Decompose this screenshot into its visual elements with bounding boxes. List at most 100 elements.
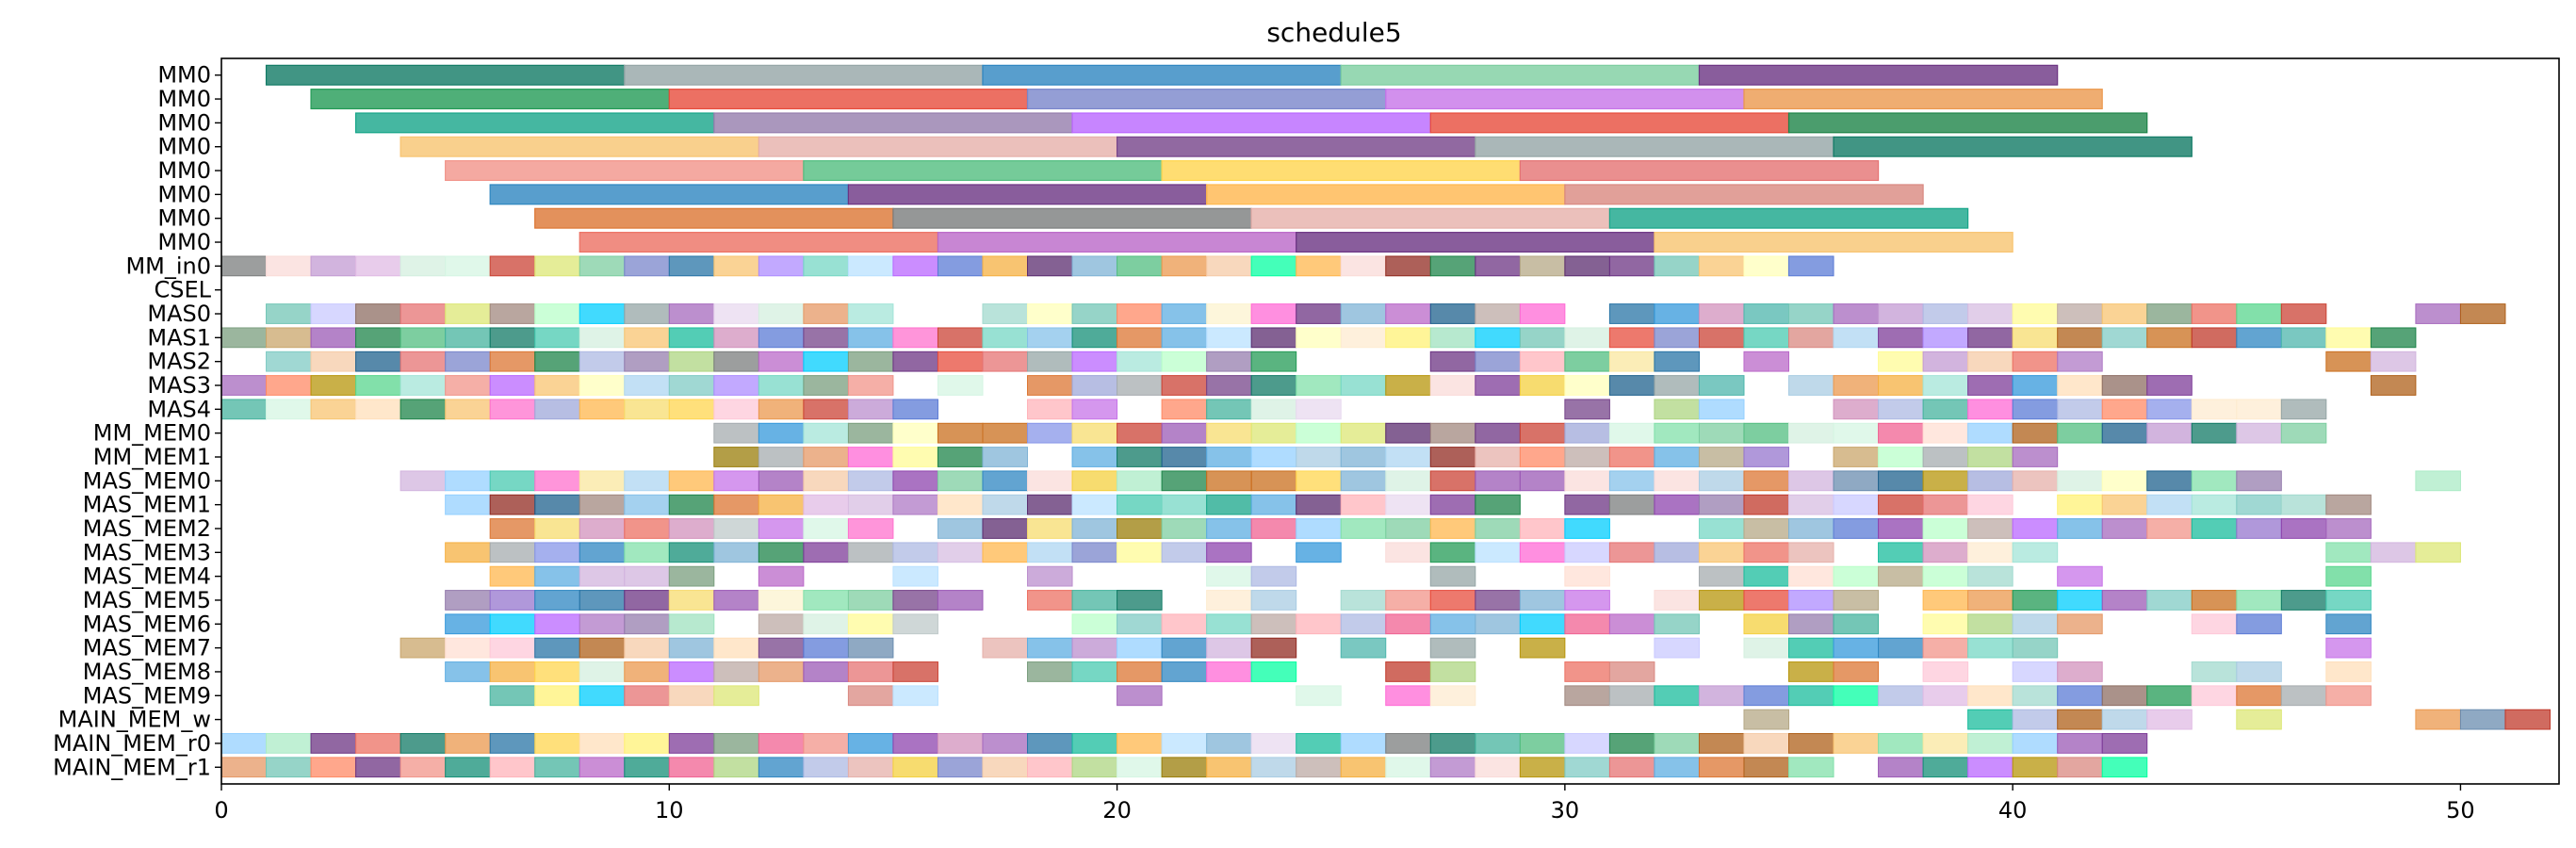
task-bar [713, 422, 759, 444]
task-bar [445, 542, 491, 563]
task-bar [1788, 327, 1834, 349]
task-bar [2101, 494, 2148, 515]
task-bar [1743, 422, 1790, 444]
task-bar [1608, 327, 1655, 349]
task-bar [1250, 565, 1297, 587]
task-bar [1340, 447, 1387, 467]
task-bar [1698, 303, 1745, 324]
task-bar [2325, 518, 2372, 539]
task-bar [489, 637, 536, 659]
task-bar [758, 447, 805, 467]
task-bar [534, 303, 580, 324]
task-bar [1788, 685, 1834, 707]
task-bar [937, 375, 984, 396]
task-bar [1608, 733, 1655, 754]
task-bar [2012, 399, 2059, 420]
task-bar [847, 184, 1208, 205]
task-bar [624, 685, 670, 707]
task-bar [1385, 590, 1431, 611]
task-bar [892, 494, 938, 515]
task-bar [1967, 542, 2014, 563]
task-bar [1340, 255, 1387, 277]
task-bar [534, 494, 580, 515]
task-bar [489, 733, 536, 754]
task-bar [982, 637, 1029, 659]
task-bar [1519, 637, 1566, 659]
task-bar [2146, 518, 2193, 539]
task-bar [803, 613, 849, 635]
task-bar [2325, 327, 2372, 349]
task-bar [937, 255, 984, 277]
task-bar [1027, 399, 1073, 420]
task-bar [668, 733, 715, 754]
task-bar [1743, 565, 1790, 587]
task-bar [892, 613, 938, 635]
task-bar [2325, 494, 2372, 515]
task-bar [2236, 613, 2282, 635]
task-bar [579, 590, 626, 611]
task-bar [1475, 542, 1521, 563]
task-bar [2191, 494, 2238, 515]
task-bar [1967, 590, 2014, 611]
task-bar [982, 255, 1029, 277]
task-bar [1027, 542, 1073, 563]
task-bar [803, 494, 849, 515]
y-tick-label: MM0 [157, 205, 211, 232]
task-bar [1922, 685, 1969, 707]
task-bar [534, 661, 580, 682]
task-bar [1564, 327, 1610, 349]
task-bar [2012, 518, 2059, 539]
task-bar [1475, 518, 1521, 539]
task-bar [2101, 590, 2148, 611]
task-bar [1878, 422, 1924, 444]
task-bar [624, 303, 670, 324]
task-bar [1027, 327, 1073, 349]
task-bar [1206, 447, 1252, 467]
task-bar [1833, 590, 1880, 611]
task-bar [2459, 709, 2506, 730]
task-bar [1833, 637, 1880, 659]
task-bar [1608, 422, 1655, 444]
task-bar [1161, 399, 1208, 420]
task-bar [1475, 375, 1521, 396]
task-bar [1117, 470, 1163, 492]
task-bar [489, 590, 536, 611]
task-bar [1654, 757, 1700, 778]
task-bar [1922, 303, 1969, 324]
task-bar [2146, 422, 2193, 444]
task-bar [310, 303, 357, 324]
task-bar [803, 733, 849, 754]
task-bar [1654, 232, 2014, 253]
task-bar [534, 470, 580, 492]
task-bar [624, 494, 670, 515]
task-bar [1475, 733, 1521, 754]
task-bar [310, 89, 670, 110]
task-bar [1161, 518, 1208, 539]
task-bar [1698, 327, 1745, 349]
task-bar [1743, 590, 1790, 611]
task-bar [445, 494, 491, 515]
task-bar [266, 303, 312, 324]
task-bar [1698, 494, 1745, 515]
task-bar [1922, 661, 1969, 682]
task-bar [937, 590, 984, 611]
task-bar [2236, 303, 2282, 324]
task-bar [265, 64, 626, 86]
task-bar [1475, 255, 1521, 277]
task-bar [1027, 470, 1073, 492]
task-bar [310, 399, 357, 420]
task-bar [1116, 136, 1476, 157]
task-bar [1833, 447, 1880, 467]
task-bar [1340, 637, 1387, 659]
task-bar [2012, 351, 2059, 372]
task-bar [1608, 447, 1655, 467]
task-bar [1698, 565, 1745, 587]
task-bar [758, 303, 805, 324]
task-bar [1967, 375, 2014, 396]
task-bar [489, 351, 536, 372]
task-bar [534, 685, 580, 707]
task-bar [534, 518, 580, 539]
task-bar [713, 399, 759, 420]
task-bar [2012, 375, 2059, 396]
task-bar [534, 207, 894, 229]
